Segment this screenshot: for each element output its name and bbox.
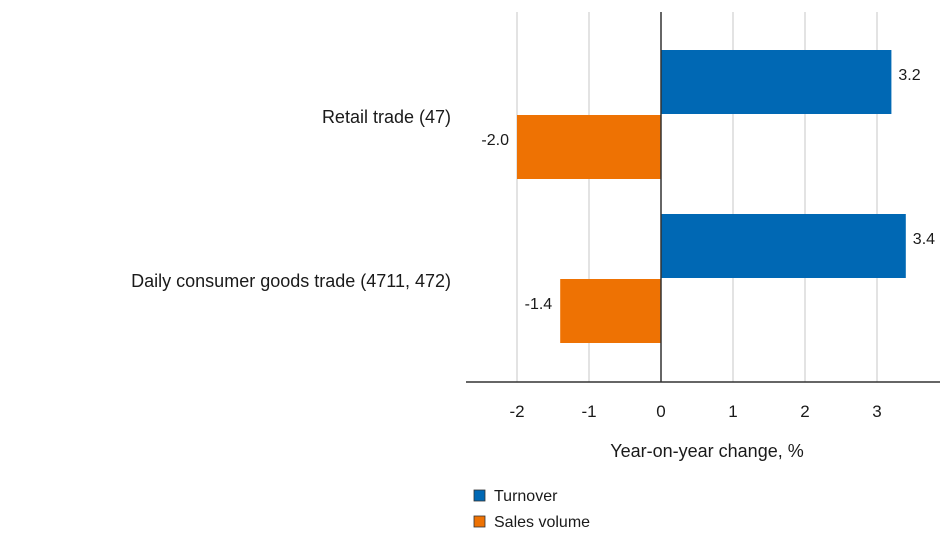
x-tick-label: -2 xyxy=(509,402,524,421)
x-tick-labels: -2 -1 0 1 2 3 xyxy=(509,402,881,421)
x-tick-label: -1 xyxy=(581,402,596,421)
x-tick-label: 2 xyxy=(800,402,809,421)
data-label: 3.2 xyxy=(898,67,920,84)
category-label: Retail trade (47) xyxy=(322,107,451,127)
legend-label: Turnover xyxy=(494,488,558,505)
data-label: -1.4 xyxy=(525,296,553,313)
category-label: Daily consumer goods trade (4711, 472) xyxy=(131,271,451,291)
x-tick-label: 3 xyxy=(872,402,881,421)
bars xyxy=(517,50,906,343)
legend-label: Sales volume xyxy=(494,514,590,531)
data-label: -2.0 xyxy=(481,132,509,149)
x-tick-label: 1 xyxy=(728,402,737,421)
data-label: 3.4 xyxy=(913,231,935,248)
legend-swatch xyxy=(473,515,486,528)
bar-turnover xyxy=(661,50,892,114)
x-axis-title: Year-on-year change, % xyxy=(610,441,803,461)
legend: Turnover Sales volume xyxy=(473,488,590,531)
data-labels: 3.2 -2.0 3.4 -1.4 xyxy=(481,67,935,313)
bar-turnover xyxy=(661,214,906,278)
bar-sales-volume xyxy=(560,279,661,343)
x-tick-label: 0 xyxy=(656,402,665,421)
legend-swatch xyxy=(473,489,486,502)
bar-sales-volume xyxy=(517,115,661,179)
category-labels: Retail trade (47) Daily consumer goods tr… xyxy=(131,107,451,291)
